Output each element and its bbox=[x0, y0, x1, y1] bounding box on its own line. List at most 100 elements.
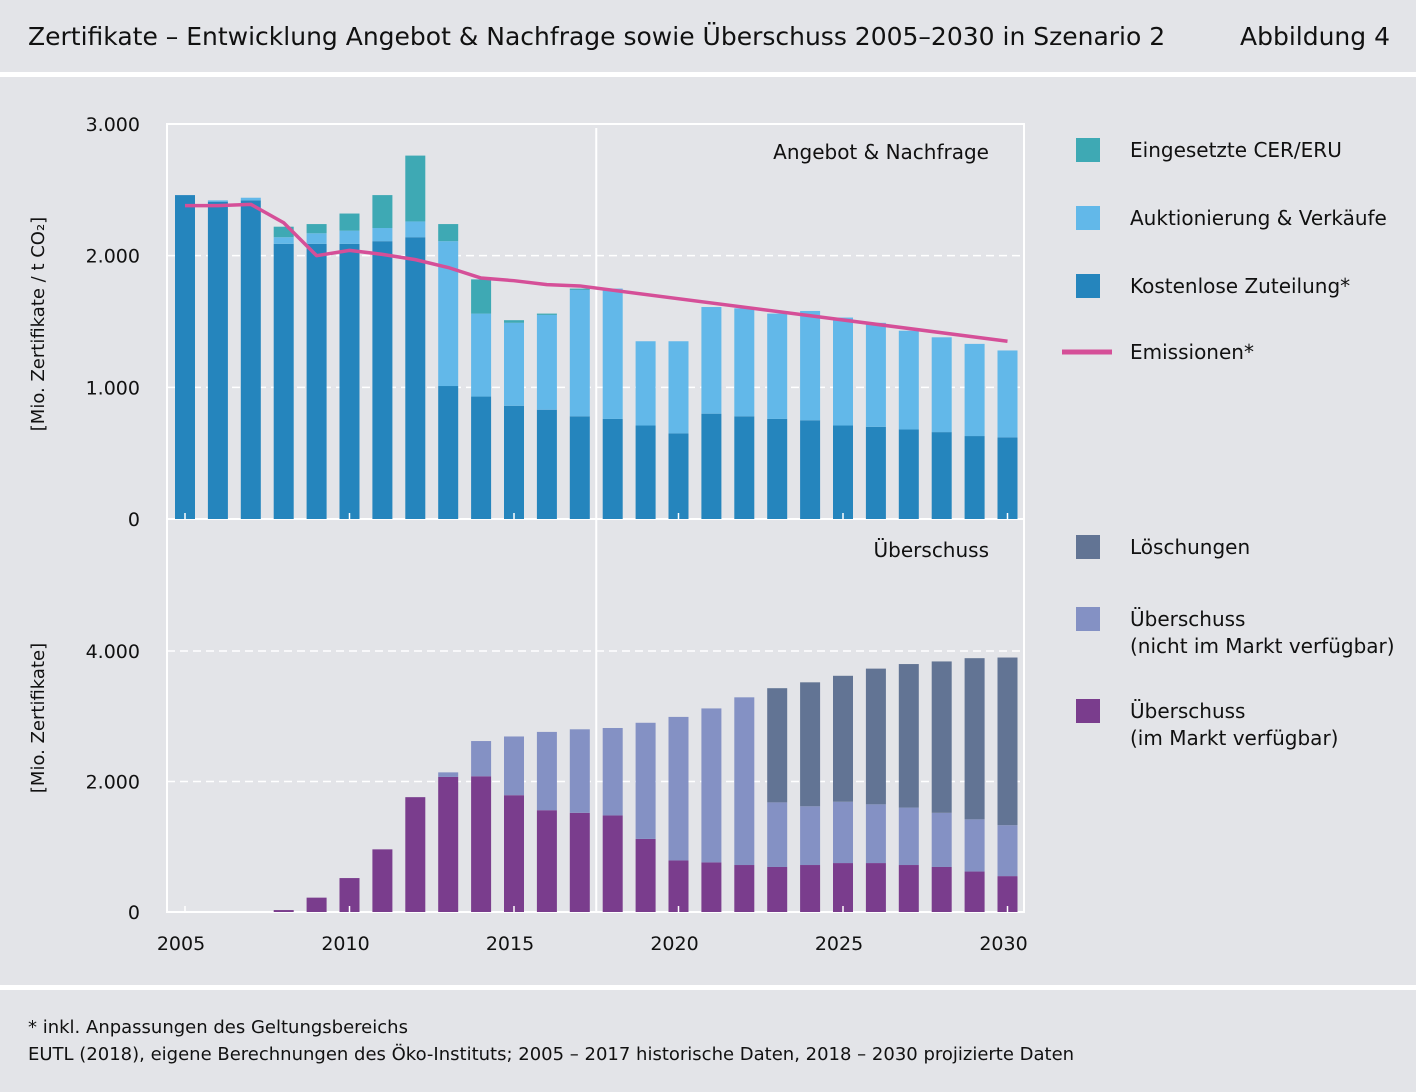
top-bar-free-2028 bbox=[931, 432, 952, 519]
bottom-bar-deletions-2026 bbox=[865, 668, 886, 805]
bottom-bar-surplus_not_available-2028 bbox=[931, 812, 952, 867]
bottom-y-tick-label: 4.000 bbox=[86, 641, 140, 663]
top-bar-auction-2013 bbox=[438, 241, 459, 387]
bottom-bar-surplus_available-2012 bbox=[405, 797, 426, 912]
bottom-bar-surplus_not_available-2014 bbox=[471, 741, 492, 777]
top-bar-cer_eru-2014 bbox=[471, 279, 492, 314]
top-bar-free-2025 bbox=[833, 425, 853, 519]
top-y-axis-label: [Mio. Zertifikate / t CO₂] bbox=[28, 217, 49, 431]
chart-area: 2005 2010 2015 2020 2025 2030 0 1.000 2.000 3.000… bbox=[28, 114, 1395, 955]
figure-title: Zertifikate – Entwicklung Angebot & Nach… bbox=[28, 22, 1166, 51]
top-bar-auction-2026 bbox=[865, 322, 886, 427]
top-bar-free-2020 bbox=[668, 433, 689, 519]
bottom-bar-surplus_not_available-2015 bbox=[504, 736, 524, 796]
top-bar-free-2011 bbox=[372, 241, 393, 519]
top-bar-free-2007 bbox=[240, 200, 261, 519]
top-bar-auction-2014 bbox=[471, 313, 492, 397]
figure-footer: * inkl. Anpassungen des Geltungsbereichs… bbox=[28, 1014, 1074, 1068]
x-tick-label-2025: 2025 bbox=[815, 933, 863, 955]
footnote: * inkl. Anpassungen des Geltungsbereichs bbox=[28, 1017, 408, 1038]
bottom-bar-surplus_available-2016 bbox=[536, 810, 557, 912]
bottom-bar-surplus_not_available-2027 bbox=[898, 807, 919, 866]
bottom-bar-surplus_available-2029 bbox=[964, 871, 985, 912]
legend-label-surplus_available: (im Markt verfügbar) bbox=[1130, 726, 1338, 750]
bottom-y-tick-label: 0 bbox=[128, 902, 140, 924]
top-bar-free-2023 bbox=[767, 418, 788, 519]
bottom-bar-surplus_not_available-2016 bbox=[536, 731, 557, 811]
top-bar-auction-2022 bbox=[734, 308, 755, 417]
top-bar-cer_eru-2016 bbox=[536, 313, 557, 315]
legend-label-surplus_available: Überschuss bbox=[1130, 699, 1245, 723]
legend-label-auction: Auktionierung & Verkäufe bbox=[1130, 206, 1387, 230]
bottom-bar-surplus_available-2009 bbox=[306, 897, 327, 912]
x-tick-label-2005: 2005 bbox=[157, 933, 205, 955]
x-tick-label-2015: 2015 bbox=[486, 933, 534, 955]
top-bar-auction-2027 bbox=[898, 330, 919, 430]
bottom-bar-surplus_available-2014 bbox=[471, 776, 492, 912]
bottom-bar-surplus_available-2011 bbox=[372, 849, 393, 912]
bottom-bar-surplus_not_available-2013 bbox=[438, 772, 459, 777]
top-bar-auction-2011 bbox=[372, 228, 393, 242]
bottom-bar-surplus_available-2010 bbox=[339, 878, 360, 912]
legend-swatch-surplus_not_available bbox=[1076, 607, 1100, 631]
bottom-bar-surplus_not_available-2025 bbox=[833, 801, 853, 864]
bottom-bar-surplus_available-2028 bbox=[931, 866, 952, 912]
top-bar-cer_eru-2012 bbox=[405, 155, 426, 222]
bottom-bar-deletions-2024 bbox=[800, 682, 821, 807]
bottom-bar-surplus_not_available-2030 bbox=[997, 825, 1018, 877]
top-bar-free-2026 bbox=[865, 426, 886, 519]
top-y-tick-label: 2.000 bbox=[86, 246, 140, 268]
figure-header: Zertifikate – Entwicklung Angebot & Nach… bbox=[0, 0, 1416, 72]
top-bar-cer_eru-2017 bbox=[569, 288, 590, 290]
top-bar-free-2015 bbox=[504, 405, 524, 519]
bottom-bar-surplus_available-2008 bbox=[273, 910, 294, 912]
bottom-bar-surplus_available-2024 bbox=[800, 865, 821, 912]
top-bar-free-2018 bbox=[602, 418, 623, 519]
top-panel-title: Angebot & Nachfrage bbox=[773, 140, 989, 164]
bottom-bar-deletions-2029 bbox=[964, 658, 985, 820]
top-bar-auction-2025 bbox=[833, 317, 853, 426]
top-bar-free-2009 bbox=[306, 243, 327, 520]
top-bar-free-2005 bbox=[175, 195, 195, 519]
top-bar-auction-2018 bbox=[602, 288, 623, 419]
bottom-bar-surplus_not_available-2021 bbox=[701, 708, 722, 863]
top-bar-auction-2029 bbox=[964, 343, 985, 437]
bottom-bar-surplus_available-2017 bbox=[569, 812, 590, 912]
top-bar-free-2012 bbox=[405, 237, 426, 519]
top-y-tick-label: 1.000 bbox=[86, 377, 140, 399]
bottom-y-tick-label: 2.000 bbox=[86, 772, 140, 794]
bottom-bar-surplus_not_available-2020 bbox=[668, 716, 689, 861]
top-bar-auction-2006 bbox=[207, 200, 228, 202]
bottom-bar-surplus_available-2015 bbox=[504, 795, 524, 912]
top-bar-auction-2016 bbox=[536, 314, 557, 410]
top-bar-free-2017 bbox=[569, 416, 590, 519]
top-bar-cer_eru-2009 bbox=[306, 224, 327, 234]
bottom-bar-surplus_available-2025 bbox=[833, 863, 853, 912]
top-bar-free-2021 bbox=[701, 413, 722, 519]
source-note: EUTL (2018), eigene Berechnungen des Öko… bbox=[28, 1044, 1075, 1065]
top-bar-auction-2020 bbox=[668, 341, 689, 434]
bottom-panel-title: Überschuss bbox=[874, 538, 989, 562]
bottom-bar-surplus_not_available-2022 bbox=[734, 697, 755, 866]
x-tick-label-2020: 2020 bbox=[650, 933, 698, 955]
top-bar-auction-2028 bbox=[931, 337, 952, 433]
top-bar-free-2014 bbox=[471, 396, 492, 519]
bottom-bar-surplus_not_available-2019 bbox=[635, 722, 656, 839]
legend-label-deletions: Löschungen bbox=[1130, 535, 1250, 559]
top-bar-cer_eru-2015 bbox=[504, 320, 524, 323]
top-y-tick-label: 3.000 bbox=[86, 114, 140, 136]
top-bar-free-2027 bbox=[898, 429, 919, 519]
bottom-bar-surplus_available-2022 bbox=[734, 865, 755, 912]
footer-divider bbox=[0, 985, 1416, 990]
top-bar-free-2016 bbox=[536, 409, 557, 519]
top-y-tick-label: 0 bbox=[128, 509, 140, 531]
legend-label-emissions: Emissionen* bbox=[1130, 340, 1254, 364]
bottom-bar-surplus_available-2018 bbox=[602, 815, 623, 912]
legend-label-surplus_not_available: Überschuss bbox=[1130, 607, 1245, 631]
top-bar-free-2013 bbox=[438, 386, 459, 519]
top-bar-auction-2012 bbox=[405, 221, 426, 238]
bottom-bar-surplus_available-2020 bbox=[668, 860, 689, 912]
top-bar-free-2008 bbox=[273, 243, 294, 520]
bottom-y-axis-label: [Mio. Zertifikate] bbox=[28, 643, 49, 793]
bottom-bar-surplus_not_available-2024 bbox=[800, 806, 821, 866]
